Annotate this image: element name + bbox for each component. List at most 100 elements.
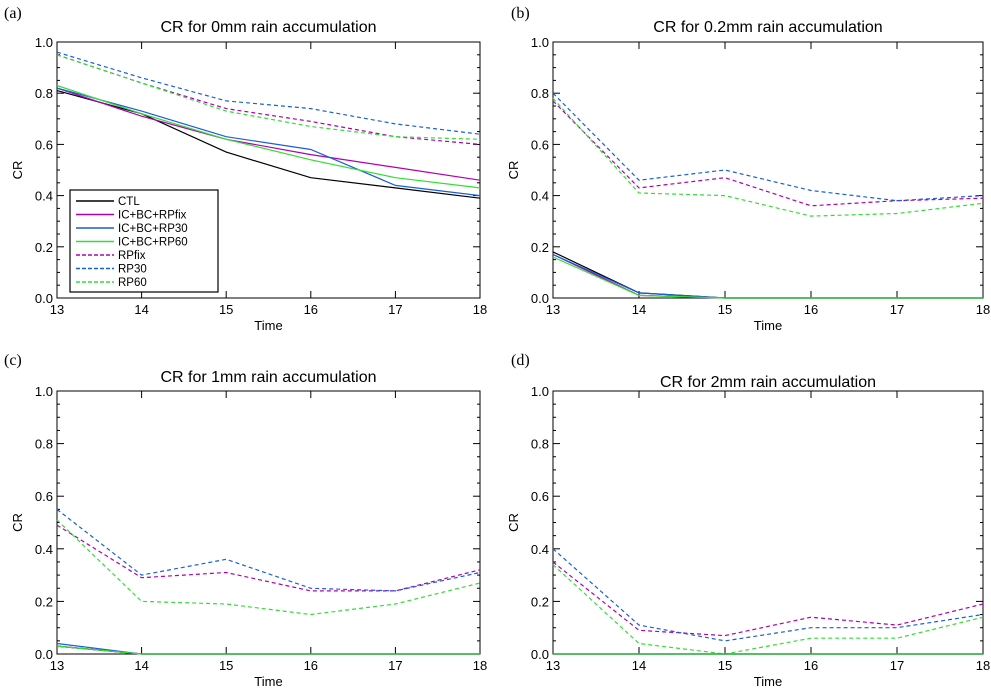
- x-tick-label: 16: [804, 658, 818, 673]
- y-tick-label: 0.4: [35, 189, 53, 204]
- legend-label: RP30: [118, 264, 147, 276]
- plot-frame: [552, 390, 984, 655]
- panel-c: (c) CR for 1mm rain accumulation 0.0 0.2 0.4…: [4, 352, 487, 689]
- series-line-ctl: [552, 251, 983, 299]
- series-line-ic-bc-rpfix: [56, 645, 480, 655]
- x-tick-label: 13: [50, 302, 64, 317]
- legend-label: RP60: [118, 277, 147, 289]
- series-line-rp60: [552, 564, 984, 655]
- y-tick-label: 0.0: [531, 291, 549, 306]
- chart-title: CR for 0mm rain accumulation: [160, 19, 376, 36]
- y-axis-label: CR: [506, 513, 521, 532]
- x-tick-label: 18: [976, 658, 990, 673]
- y-axis-label: CR: [10, 161, 25, 180]
- series-line-rpfix: [56, 524, 481, 592]
- y-tick-label: 1.0: [35, 35, 53, 50]
- y-tick-label: 0.0: [35, 291, 53, 306]
- panel-b: (b) CR for 0.2mm rain accumulation 0.0 0.2 0…: [506, 5, 990, 333]
- y-tick-label: 0.2: [35, 594, 53, 609]
- series-line-rp30: [552, 92, 984, 202]
- series-line-rpfix: [552, 100, 984, 207]
- x-tick-label: 15: [219, 658, 233, 673]
- x-tick-label: 17: [890, 302, 904, 317]
- x-tick-label: 13: [546, 658, 560, 673]
- y-tick-label: 0.4: [531, 189, 549, 204]
- legend-label: IC+BC+RP30: [118, 223, 188, 235]
- chart-title: CR for 2mm rain accumulation: [660, 374, 876, 391]
- series-line-ic-bc-rp60: [56, 645, 480, 655]
- x-tick-label: 14: [134, 658, 148, 673]
- y-tick-label: 0.4: [35, 542, 53, 557]
- x-axis-label: Time: [254, 674, 282, 689]
- series-line-ic-bc-rp60: [552, 256, 983, 299]
- x-tick-label: 16: [304, 658, 318, 673]
- plot-frame: [552, 41, 984, 299]
- y-tick-label: 0.8: [531, 437, 549, 452]
- chart-title: CR for 1mm rain accumulation: [160, 369, 376, 386]
- x-tick-label: 18: [976, 302, 990, 317]
- series-line-rp30: [56, 508, 481, 592]
- y-tick-label: 0.6: [531, 137, 549, 152]
- x-axis-label: Time: [254, 318, 282, 333]
- y-tick-label: 1.0: [35, 384, 53, 399]
- legend-label: RPfix: [118, 250, 146, 262]
- panel-label: (c): [4, 352, 22, 369]
- x-tick-label: 14: [632, 302, 646, 317]
- series-line-rp60: [552, 97, 984, 217]
- x-tick-label: 13: [50, 658, 64, 673]
- y-tick-label: 0.0: [35, 647, 53, 662]
- y-tick-label: 0.6: [531, 489, 549, 504]
- x-axis-label: Time: [754, 674, 782, 689]
- series-line-rp60: [56, 519, 481, 616]
- y-tick-label: 0.0: [531, 647, 549, 662]
- x-tick-label: 16: [804, 302, 818, 317]
- legend-label: IC+BC+RP60: [118, 237, 188, 249]
- x-tick-label: 17: [388, 302, 402, 317]
- x-tick-label: 16: [304, 302, 318, 317]
- panel-label: (a): [4, 5, 22, 22]
- x-axis-label: Time: [754, 318, 782, 333]
- x-tick-label: 18: [473, 658, 487, 673]
- y-tick-label: 0.2: [35, 240, 53, 255]
- y-tick-label: 0.6: [35, 137, 53, 152]
- chart-title: CR for 0.2mm rain accumulation: [653, 19, 882, 36]
- series-line-rp30: [56, 51, 481, 135]
- panel-d: (d) CR for 2mm rain accumulation 0.0 0.2 0.4…: [506, 352, 990, 689]
- y-axis-label: CR: [506, 161, 521, 180]
- x-tick-label: 17: [388, 658, 402, 673]
- y-tick-label: 0.6: [35, 489, 53, 504]
- y-tick-label: 1.0: [531, 35, 549, 50]
- x-tick-label: 14: [632, 658, 646, 673]
- y-tick-label: 0.2: [531, 240, 549, 255]
- series-line-ctl: [56, 90, 481, 199]
- x-tick-label: 15: [718, 302, 732, 317]
- series-line-rp60: [56, 54, 481, 140]
- x-tick-label: 18: [473, 302, 487, 317]
- plot-frame: [56, 390, 481, 655]
- panel-a: (a) CR for 0mm rain accumulation 0.0 0.2 0.4…: [4, 5, 487, 333]
- y-tick-label: 0.8: [35, 437, 53, 452]
- series-line-ic-bc-rp30: [552, 253, 983, 299]
- y-tick-label: 0.4: [531, 542, 549, 557]
- x-tick-label: 13: [546, 302, 560, 317]
- series-line-ic-bc-rpfix: [552, 253, 983, 299]
- legend-label: IC+BC+RPfix: [118, 210, 187, 222]
- series-line-ctl: [56, 645, 480, 655]
- y-tick-label: 0.2: [531, 594, 549, 609]
- y-tick-label: 0.8: [531, 86, 549, 101]
- series-line-rpfix: [552, 561, 984, 637]
- x-tick-label: 14: [134, 302, 148, 317]
- series-line-ic-bc-rp30: [56, 87, 481, 197]
- y-tick-label: 0.8: [35, 86, 53, 101]
- y-axis-label: CR: [10, 513, 25, 532]
- x-tick-label: 15: [219, 302, 233, 317]
- series-line-rp30: [552, 548, 984, 642]
- series-line-ic-bc-rpfix: [56, 87, 481, 181]
- y-tick-label: 1.0: [531, 384, 549, 399]
- series-line-rpfix: [56, 54, 481, 145]
- series-line-ic-bc-rp60: [56, 84, 481, 189]
- panel-label: (d): [511, 352, 530, 369]
- x-tick-label: 15: [718, 658, 732, 673]
- panel-label: (b): [511, 5, 530, 22]
